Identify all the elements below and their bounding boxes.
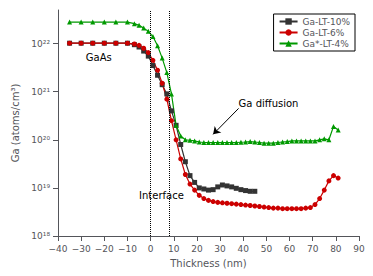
svg-text:50: 50 [261,244,273,254]
svg-text:10²¹: 10²¹ [31,87,50,97]
svg-text:Ga-LT-10%: Ga-LT-10% [303,17,351,27]
svg-text:70: 70 [307,244,319,254]
svg-text:Ga (atoms/cm³): Ga (atoms/cm³) [10,84,21,163]
svg-text:−30: −30 [72,244,91,254]
svg-text:80: 80 [330,244,342,254]
svg-text:−40: −40 [49,244,68,254]
svg-text:Ga*-LT-4%: Ga*-LT-4% [303,39,350,49]
svg-text:−20: −20 [95,244,114,254]
svg-text:GaAs: GaAs [86,52,112,63]
svg-text:10²⁰: 10²⁰ [31,135,50,145]
svg-text:10¹⁸: 10¹⁸ [31,231,50,241]
svg-text:Thickness (nm): Thickness (nm) [169,258,247,269]
svg-text:20: 20 [191,244,203,254]
svg-text:Interface: Interface [139,190,184,201]
svg-text:60: 60 [284,244,296,254]
svg-text:10: 10 [168,244,180,254]
svg-text:0: 0 [148,244,154,254]
svg-text:30: 30 [214,244,226,254]
svg-text:Ga diffusion: Ga diffusion [239,98,299,109]
svg-text:−10: −10 [118,244,137,254]
svg-text:40: 40 [238,244,250,254]
svg-text:Ga-LT-6%: Ga-LT-6% [303,28,345,38]
svg-text:10²²: 10²² [31,39,50,49]
svg-text:10¹⁹: 10¹⁹ [31,183,50,193]
svg-text:90: 90 [353,244,365,254]
